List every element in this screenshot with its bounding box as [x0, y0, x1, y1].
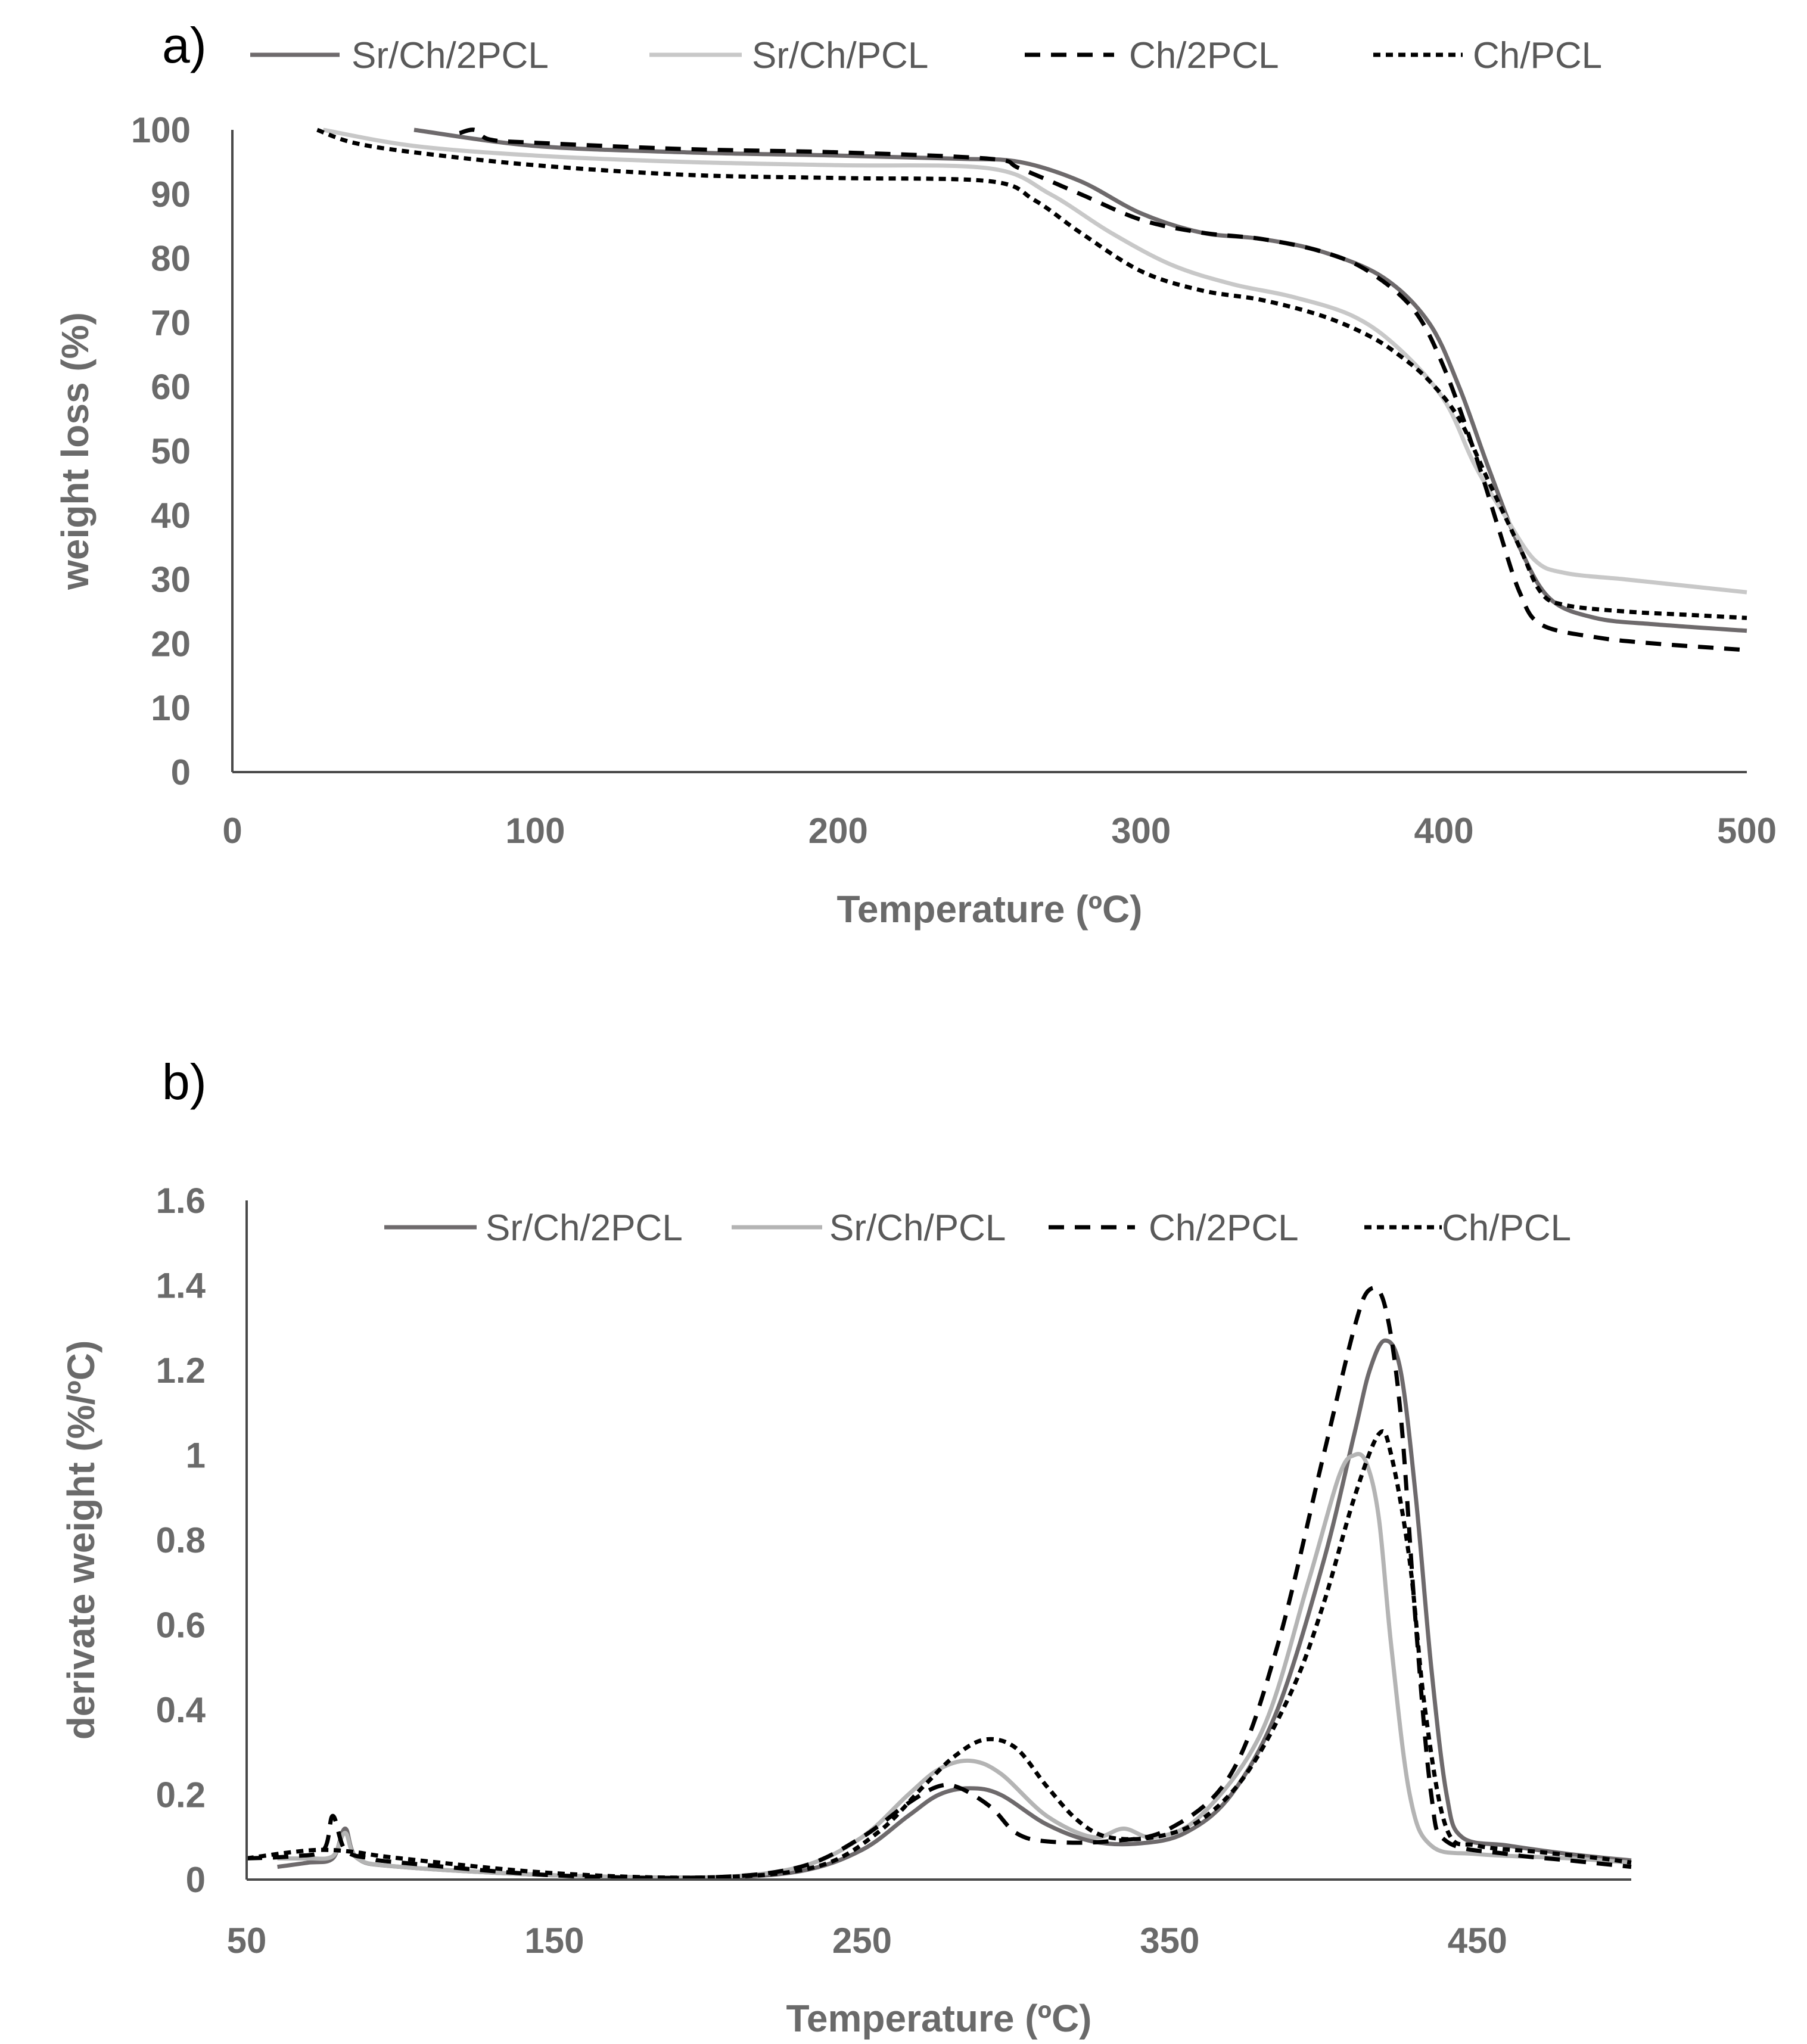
panel-a-y-tick-labels: 0 10 20 30 40 50 60 70 80 90 100 [131, 110, 191, 792]
panel-b-legend: Sr/Ch/2PCL Sr/Ch/PCL Ch/2PCL Ch/PCL [384, 1208, 1571, 1249]
panel-b-legend-label-ch-2pcl: Ch/2PCL [1149, 1208, 1299, 1249]
panel-a-legend-item-ch-pcl: Ch/PCL [1373, 35, 1602, 76]
panel-a-y-tick-80: 80 [151, 239, 191, 279]
panel-b-y-tick-0-6: 0.6 [156, 1606, 206, 1645]
panel-b-y-tick-labels: 0 0.2 0.4 0.6 0.8 1 1.2 1.4 1.6 [156, 1181, 206, 1900]
panel-b-legend-item-ch-pcl: Ch/PCL [1364, 1208, 1571, 1249]
panel-b-y-tick-1-4: 1.4 [156, 1266, 206, 1306]
panel-a-legend-item-sr-ch-pcl: Sr/Ch/PCL [649, 35, 928, 76]
panel-b-series-ch-pcl [246, 1429, 1632, 1880]
panel-a-legend-item-ch-2pcl: Ch/2PCL [1025, 35, 1279, 76]
panel-a-y-tick-10: 10 [151, 688, 191, 728]
panel-b-legend-item-sr-ch-pcl: Sr/Ch/PCL [732, 1208, 1006, 1249]
panel-a-y-tick-90: 90 [151, 175, 191, 214]
panel-b-y-tick-1-2: 1.2 [156, 1351, 206, 1390]
panel-a-legend: Sr/Ch/2PCL Sr/Ch/PCL Ch/2PCL Ch/PCL [250, 35, 1602, 76]
panel-b-y-axis-title: derivate weight (%/ºC) [60, 1340, 102, 1740]
panel-b-y-tick-0-2: 0.2 [156, 1775, 206, 1815]
panel-a-x-tick-400: 400 [1414, 811, 1474, 851]
panel-b-chart: b) Sr/Ch/2PCL Sr/Ch/PCL Ch/2PCL Ch/PCL 0 0.2… [60, 1054, 1632, 2040]
panel-a-y-axis-title: weight loss (%) [54, 312, 97, 590]
panel-a-legend-label-ch-2pcl: Ch/2PCL [1129, 35, 1279, 76]
panel-b-x-axis-title: Temperature (ºC) [786, 1997, 1092, 2040]
panel-a-x-tick-labels: 0 100 200 300 400 500 [222, 811, 1777, 851]
panel-b-legend-label-sr-ch-2pcl: Sr/Ch/2PCL [486, 1208, 683, 1249]
panel-a-x-tick-0: 0 [222, 811, 242, 851]
panel-a-x-tick-100: 100 [505, 811, 565, 851]
panel-a-y-tick-0: 0 [171, 752, 191, 792]
panel-b-label: b) [162, 1054, 207, 1110]
panel-a-y-tick-50: 50 [151, 431, 191, 471]
panel-a-y-tick-70: 70 [151, 303, 191, 343]
panel-b-x-tick-250: 250 [832, 1921, 892, 1961]
panel-a-y-tick-40: 40 [151, 496, 191, 536]
panel-b-y-tick-1-6: 1.6 [156, 1181, 206, 1221]
panel-b-y-tick-0: 0 [186, 1860, 206, 1900]
panel-a-legend-label-sr-ch-pcl: Sr/Ch/PCL [752, 35, 928, 76]
panel-a-series-sr-ch-pcl [322, 127, 1747, 595]
panel-a-label: a) [162, 17, 207, 73]
panel-a-x-axis-title: Temperature (ºC) [837, 888, 1143, 931]
panel-a-y-tick-100: 100 [131, 110, 191, 150]
panel-a-y-tick-30: 30 [151, 560, 191, 600]
panel-a-y-tick-60: 60 [151, 367, 191, 407]
panel-a-legend-item-sr-ch-2pcl: Sr/Ch/2PCL [250, 35, 549, 76]
panel-a-x-tick-200: 200 [808, 811, 868, 851]
panel-b-x-tick-450: 450 [1448, 1921, 1507, 1961]
panel-a-legend-label-ch-pcl: Ch/PCL [1473, 35, 1602, 76]
panel-a-series-lines [316, 127, 1747, 652]
panel-b-y-tick-0-4: 0.4 [156, 1690, 206, 1730]
panel-b-x-tick-labels: 50 150 250 350 450 [227, 1921, 1507, 1961]
panel-a-x-tick-300: 300 [1111, 811, 1171, 851]
panel-a-series-ch-pcl [316, 127, 1747, 620]
panel-a-y-tick-20: 20 [151, 624, 191, 664]
panel-b-legend-label-sr-ch-pcl: Sr/Ch/PCL [829, 1208, 1006, 1249]
panel-b-legend-item-sr-ch-2pcl: Sr/Ch/2PCL [384, 1208, 683, 1249]
panel-a-chart: a) Sr/Ch/2PCL Sr/Ch/PCL Ch/2PCL Ch/PCL 0 10 2… [54, 17, 1777, 931]
panel-b-legend-item-ch-2pcl: Ch/2PCL [1049, 1208, 1299, 1249]
panel-b-y-tick-1: 1 [186, 1436, 206, 1476]
panel-a-x-tick-500: 500 [1717, 811, 1777, 851]
panel-b-x-tick-350: 350 [1140, 1921, 1199, 1961]
panel-b-x-tick-150: 150 [524, 1921, 584, 1961]
panel-b-x-tick-50: 50 [227, 1921, 267, 1961]
panel-a-legend-label-sr-ch-2pcl: Sr/Ch/2PCL [352, 35, 549, 76]
panel-b-series-lines [246, 1286, 1632, 1880]
panel-b-legend-label-ch-pcl: Ch/PCL [1442, 1208, 1571, 1249]
panel-b-y-tick-0-8: 0.8 [156, 1520, 206, 1560]
